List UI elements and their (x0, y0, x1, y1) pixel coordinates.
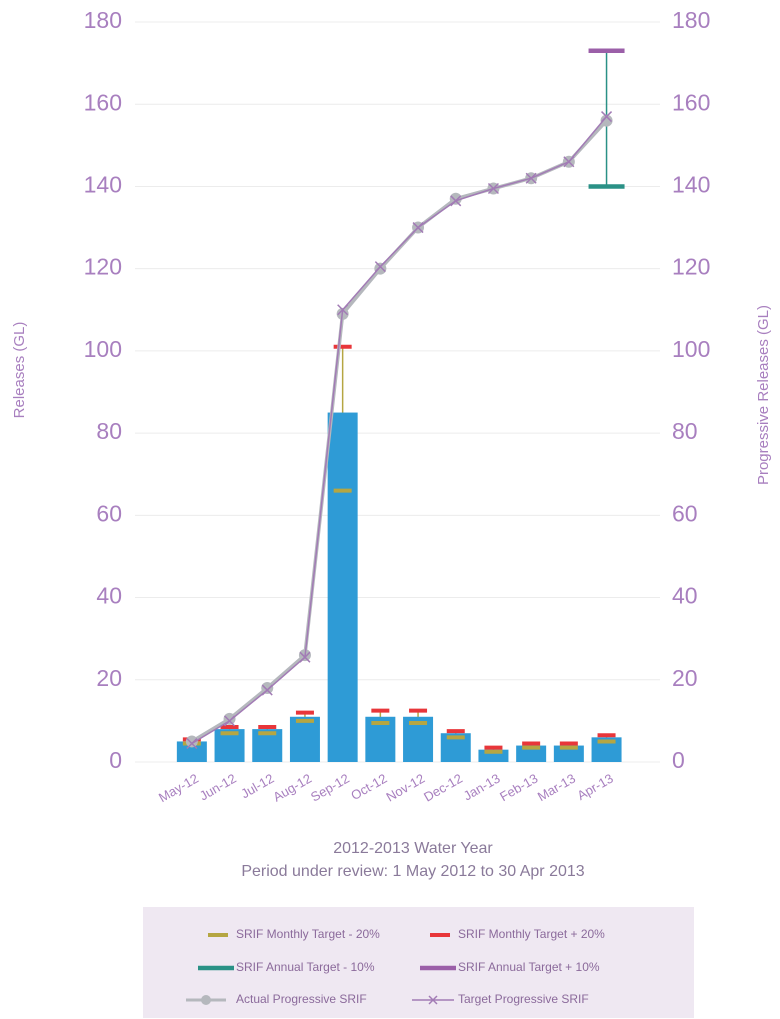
point (601, 111, 613, 123)
x-tick-label: Jul-12 (238, 771, 276, 802)
point (261, 682, 274, 694)
y-tick-label: 120 (84, 254, 122, 280)
point (186, 737, 198, 750)
point (412, 222, 424, 234)
y2-tick-label: 60 (672, 500, 698, 526)
legend-symbol (428, 995, 438, 1005)
x-axis-label: Period under review: 1 May 2012 to 30 Ap… (241, 863, 584, 880)
y2-tick-label: 100 (672, 336, 710, 362)
legend-label: SRIF Monthly Target - 20% (236, 927, 380, 941)
progressive-line (190, 119, 608, 743)
point (449, 192, 462, 205)
point (374, 262, 387, 275)
x-tick-label: Jun-12 (197, 771, 239, 804)
point (525, 172, 537, 184)
y-tick-label: 20 (96, 665, 122, 691)
y2-tick-label: 0 (672, 747, 685, 773)
y-tick-label: 160 (84, 89, 122, 115)
x-tick-label: May-12 (156, 771, 201, 806)
bar (516, 745, 547, 762)
point (337, 304, 349, 316)
x-tick-label: Mar-13 (535, 771, 578, 805)
point (261, 684, 273, 696)
legend-label: SRIF Annual Target + 10% (458, 960, 600, 974)
x-tick-label: Oct-12 (348, 771, 389, 803)
y2-tick-label: 80 (672, 418, 698, 444)
bar (327, 412, 358, 762)
bar (176, 741, 207, 762)
legend-label: Actual Progressive SRIF (236, 992, 367, 1006)
point (563, 156, 575, 168)
bar (553, 745, 584, 762)
y-tick-label: 140 (84, 172, 122, 198)
y-tick-label: 80 (96, 418, 122, 444)
point (487, 182, 499, 195)
point (299, 651, 311, 663)
x-axis-label: 2012-2013 Water Year (333, 840, 493, 857)
y-axis-label: Releases (GL) (11, 322, 28, 419)
y-tick-label: 100 (84, 336, 122, 362)
progressive-line (191, 116, 608, 745)
point (600, 114, 613, 127)
x-tick-label: Jan-13 (461, 771, 503, 804)
x-tick-label: Nov-12 (383, 771, 427, 805)
y-tick-label: 180 (84, 7, 122, 33)
y-tick-label: 0 (109, 747, 122, 773)
y2-tick-label: 140 (672, 172, 710, 198)
point (450, 195, 462, 207)
legend-symbol (201, 995, 211, 1005)
x-tick-label: Feb-13 (497, 771, 540, 805)
x-tick-label: Dec-12 (421, 771, 465, 805)
point (374, 261, 386, 273)
point (185, 735, 198, 748)
x-tick-label: Apr-13 (574, 771, 615, 804)
y2-tick-label: 40 (672, 583, 698, 609)
bar (289, 716, 320, 762)
point (224, 715, 236, 727)
legend-label: SRIF Monthly Target + 20% (458, 927, 605, 941)
x-tick-label: Aug-12 (270, 771, 314, 805)
legend-label: SRIF Annual Target - 10% (236, 960, 375, 974)
y2-tick-label: 120 (672, 254, 710, 280)
x-tick-label: Sep-12 (308, 771, 352, 805)
y2-tick-label: 20 (672, 665, 698, 691)
y2-tick-label: 180 (672, 7, 710, 33)
legend-label: Target Progressive SRIF (458, 992, 589, 1006)
y-tick-label: 40 (96, 583, 122, 609)
y2-axis-label: Progressive Releases (GL) (755, 305, 772, 485)
y-tick-label: 60 (96, 500, 122, 526)
y2-tick-label: 160 (672, 89, 710, 115)
